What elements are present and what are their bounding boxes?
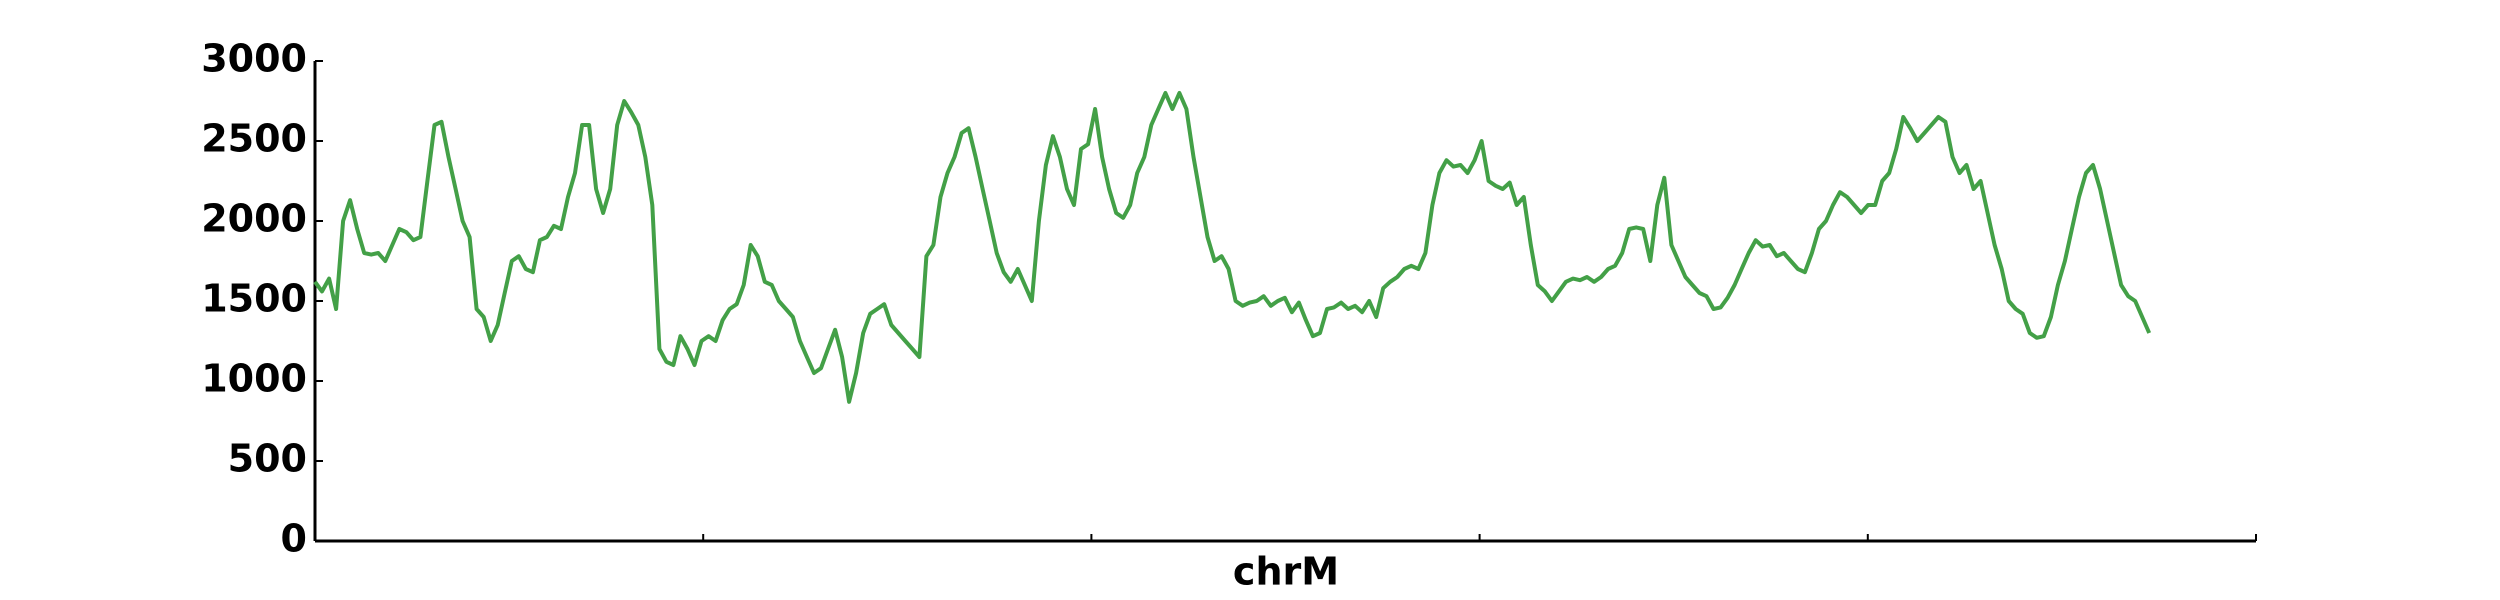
y-tick-label: 0 (281, 517, 307, 561)
y-tick-label: 2500 (201, 117, 307, 161)
coverage-line (313, 91, 2152, 404)
y-tick-label: 2000 (201, 197, 307, 241)
x-axis-label: chrM (1233, 550, 1339, 594)
y-tick-label: 1500 (201, 277, 307, 321)
y-tick-label: 3000 (201, 37, 307, 81)
y-tick-label: 500 (228, 437, 307, 481)
y-tick-label: 1000 (201, 357, 307, 401)
